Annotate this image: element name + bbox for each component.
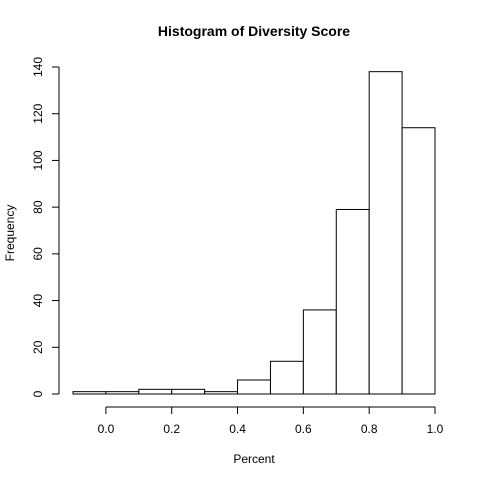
x-tick-label: 0.4 <box>229 422 246 436</box>
x-tick-label: 0.8 <box>361 422 378 436</box>
y-axis: 0 20 40 60 80 100 120 140 <box>31 57 60 397</box>
y-tick-label: 0 <box>31 390 45 397</box>
x-axis-label: Percent <box>233 452 275 466</box>
x-tick-label: 0.6 <box>295 422 312 436</box>
y-tick-label: 80 <box>31 200 45 214</box>
histogram-bar-4 <box>204 391 239 395</box>
y-tick-label: 100 <box>31 150 45 170</box>
histogram-bar-3 <box>171 388 206 395</box>
chart-title: Histogram of Diversity Score <box>158 23 350 39</box>
histogram-bar-6 <box>269 360 304 395</box>
x-tick-label: 0.2 <box>163 422 180 436</box>
histogram-bar-9 <box>368 71 403 395</box>
x-tick-label: 1.0 <box>427 422 444 436</box>
histogram-bar-2 <box>138 388 173 395</box>
x-axis: 0.0 0.2 0.4 0.6 0.8 1.0 <box>98 406 444 436</box>
y-tick-label: 120 <box>31 103 45 123</box>
histogram-bar-8 <box>335 208 370 395</box>
histogram-bar-0 <box>72 391 107 395</box>
histogram-bar-10 <box>401 127 436 395</box>
histogram-bar-7 <box>302 309 337 395</box>
bars-group <box>72 71 436 395</box>
y-tick-label: 60 <box>31 247 45 261</box>
y-tick-label: 40 <box>31 294 45 308</box>
x-tick-label: 0.0 <box>98 422 115 436</box>
histogram-bar-5 <box>237 379 271 395</box>
y-tick-label: 140 <box>31 57 45 77</box>
y-tick-label: 20 <box>31 340 45 354</box>
histogram-bar-1 <box>105 391 140 395</box>
y-axis-label: Frequency <box>3 205 17 262</box>
